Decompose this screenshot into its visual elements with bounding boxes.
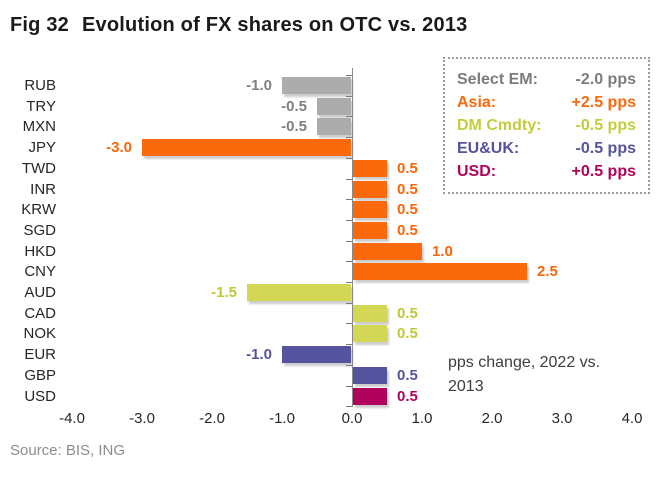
bar-value-label-cad: 0.5: [397, 304, 418, 322]
legend-row-dm-cmdty: DM Cmdty: -0.5 pps: [457, 114, 636, 137]
bar-value-label-aud: -1.5: [211, 284, 237, 301]
axis-tick: [346, 116, 352, 117]
bar-value-label-krw: 0.5: [397, 201, 418, 219]
figure-number: Fig 32: [10, 14, 69, 36]
axis-tick: [346, 137, 352, 138]
bar-value-label-usd: 0.5: [397, 387, 418, 405]
legend-label: USD:: [457, 163, 497, 180]
legend-label: DM Cmdty:: [457, 117, 542, 134]
category-label-usd: USD: [24, 387, 56, 405]
legend-value: -0.5 pps: [575, 117, 636, 134]
category-label-krw: KRW: [21, 201, 56, 219]
axis-tick: [346, 199, 352, 200]
category-label-hkd: HKD: [24, 242, 56, 260]
axis-tick: [346, 179, 352, 180]
bar-gbp: [353, 366, 387, 384]
bar-value-label-hkd: 1.0: [432, 242, 453, 260]
bar-hkd: [353, 242, 422, 260]
category-label-nok: NOK: [23, 325, 56, 343]
x-axis-label: 1.0: [411, 410, 433, 427]
bar-value-label-twd: 0.5: [397, 159, 418, 177]
axis-tick: [346, 282, 352, 283]
category-label-gbp: GBP: [24, 366, 56, 384]
legend-box: Select EM: -2.0 pps Asia: +2.5 pps DM Cm…: [443, 57, 650, 194]
bar-krw: [353, 201, 387, 219]
bar-value-label-nok: 0.5: [397, 325, 418, 343]
legend-row-usd: USD: +0.5 pps: [457, 160, 636, 183]
bar-eur: [282, 346, 351, 364]
bar-value-label-rub: -1.0: [246, 77, 272, 94]
category-label-eur: EUR: [24, 346, 56, 364]
axis-tick: [346, 96, 352, 97]
bar-value-label-gbp: 0.5: [397, 366, 418, 384]
legend-value: -0.5 pps: [575, 140, 636, 157]
axis-tick: [346, 386, 352, 387]
legend-row-select-em: Select EM: -2.0 pps: [457, 68, 636, 91]
bar-usd: [353, 387, 387, 405]
axis-tick: [346, 261, 352, 262]
bar-nok: [353, 325, 387, 343]
legend-label: Select EM:: [457, 71, 538, 88]
axis-tick: [346, 75, 352, 76]
source-note: Source: BIS, ING: [10, 442, 126, 459]
bar-inr: [353, 180, 387, 198]
axis-tick: [346, 344, 352, 345]
category-label-twd: TWD: [21, 159, 56, 177]
figure-header: Fig 32 Evolution of FX shares on OTC vs.…: [10, 14, 467, 37]
bar-cny: [353, 263, 527, 281]
bar-value-label-try: -0.5: [281, 97, 307, 115]
axis-tick: [346, 220, 352, 221]
legend-row-eu-uk: EU&UK: -0.5 pps: [457, 137, 636, 160]
x-axis-label: -3.0: [129, 410, 155, 427]
bar-value-label-cny: 2.5: [537, 263, 558, 281]
legend-value: +0.5 pps: [571, 163, 636, 180]
x-axis-label: 0.0: [341, 410, 363, 427]
bar-twd: [353, 159, 387, 177]
legend-label: EU&UK:: [457, 140, 520, 157]
category-label-sgd: SGD: [23, 221, 56, 239]
category-label-aud: AUD: [24, 284, 56, 301]
category-label-mxn: MXN: [22, 118, 56, 136]
x-axis-label: -1.0: [269, 410, 295, 427]
bar-value-label-sgd: 0.5: [397, 221, 418, 239]
legend-value: -2.0 pps: [575, 71, 636, 88]
bar-value-label-inr: 0.5: [397, 180, 418, 198]
axis-tick: [346, 365, 352, 366]
axis-tick: [346, 158, 352, 159]
x-axis-label: -4.0: [59, 410, 85, 427]
legend-value: +2.5 pps: [571, 94, 636, 111]
category-label-cad: CAD: [24, 304, 56, 322]
legend-label: Asia:: [457, 94, 497, 111]
x-axis-label: 4.0: [621, 410, 643, 427]
x-axis-label: 3.0: [551, 410, 573, 427]
bar-value-label-eur: -1.0: [246, 346, 272, 364]
bar-rub: [282, 77, 351, 94]
category-label-cny: CNY: [24, 263, 56, 281]
axis-tick: [346, 406, 352, 407]
bar-value-label-jpy: -3.0: [106, 139, 132, 157]
axis-tick: [346, 241, 352, 242]
x-axis-label: 2.0: [481, 410, 503, 427]
zero-axis-line: [352, 68, 353, 407]
x-axis-label: -2.0: [199, 410, 225, 427]
chart-annotation: pps change, 2022 vs. 2013: [448, 354, 601, 395]
bar-mxn: [317, 118, 351, 136]
bar-jpy: [142, 139, 351, 157]
figure-title: Evolution of FX shares on OTC vs. 2013: [82, 14, 468, 36]
category-label-inr: INR: [30, 180, 56, 198]
category-label-rub: RUB: [24, 77, 56, 94]
bar-cad: [353, 304, 387, 322]
category-label-jpy: JPY: [28, 139, 56, 157]
category-label-try: TRY: [26, 97, 56, 115]
axis-tick: [346, 303, 352, 304]
bar-aud: [247, 284, 351, 301]
legend-row-asia: Asia: +2.5 pps: [457, 91, 636, 114]
bar-try: [317, 97, 351, 115]
bar-sgd: [353, 221, 387, 239]
axis-tick: [346, 323, 352, 324]
bar-value-label-mxn: -0.5: [281, 118, 307, 136]
